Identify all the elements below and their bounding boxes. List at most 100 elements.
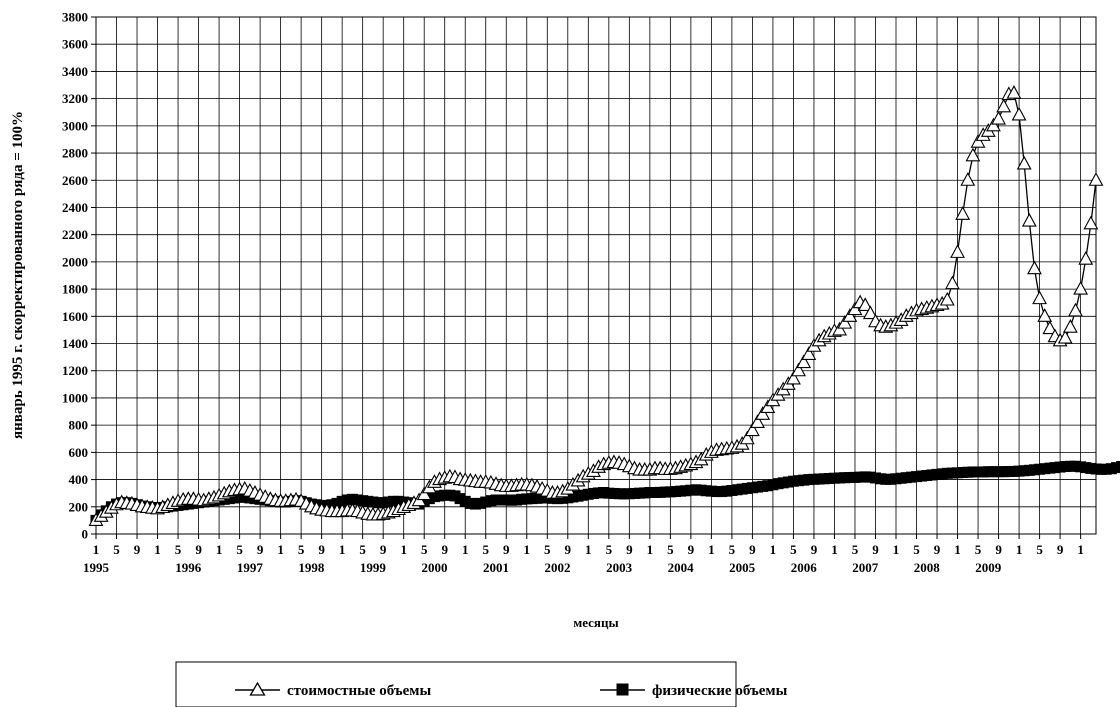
x-tick-label: 5: [729, 542, 736, 557]
x-year-label: 2002: [545, 560, 571, 575]
x-tick-label: 9: [995, 542, 1002, 557]
x-tick-label: 1: [770, 542, 777, 557]
x-tick-label: 1: [400, 542, 407, 557]
x-tick-label: 5: [606, 542, 613, 557]
data-point-physical: [1116, 461, 1120, 473]
x-year-label: 2001: [483, 560, 509, 575]
data-point-value: [970, 134, 986, 148]
data-point-value: [786, 370, 801, 385]
data-point-value: [1073, 280, 1089, 295]
x-tick-label: 5: [298, 542, 305, 557]
x-tick-label: 1: [647, 542, 654, 557]
y-tick-label: 2200: [62, 227, 88, 242]
y-tick-label: 2000: [62, 254, 88, 269]
x-year-label: 1995: [83, 560, 110, 575]
x-tick-label: 9: [257, 542, 264, 557]
x-tick-label: 1: [277, 542, 284, 557]
legend: стоимостные объемы физические объемы: [175, 661, 788, 707]
x-tick-label: 1: [216, 542, 223, 557]
data-point-value: [939, 291, 955, 306]
data-point-value: [416, 486, 432, 501]
x-axis-label: месяцы: [573, 615, 618, 630]
x-tick-label: 1: [954, 542, 961, 557]
data-point-value: [1078, 251, 1094, 265]
x-tick-label: 1: [154, 542, 161, 557]
legend-item-value: стоимостные объемы: [235, 681, 432, 699]
data-point-value: [847, 301, 863, 316]
y-tick-label: 400: [69, 472, 89, 487]
x-tick-label: 5: [421, 542, 428, 557]
data-point-value: [739, 430, 755, 445]
x-tick-label: 9: [749, 542, 756, 557]
x-tick-label: 1: [893, 542, 900, 557]
data-point-value: [744, 422, 760, 437]
x-tick-label: 5: [913, 542, 920, 557]
y-tick-label: 1200: [62, 363, 88, 378]
y-tick-label: 1400: [62, 336, 88, 351]
data-point-value: [996, 98, 1012, 113]
x-tick-label: 5: [667, 542, 674, 557]
x-year-label: 1999: [360, 560, 387, 575]
x-year-label: 2007: [852, 560, 879, 575]
y-tick-label: 800: [69, 418, 89, 433]
x-tick-label: 5: [544, 542, 551, 557]
y-tick-labels: 0 200 400 600 800 1000 1200 1400 1600 1800 2000 220…: [62, 10, 96, 542]
y-tick-label: 1000: [62, 390, 88, 405]
data-point-value: [862, 305, 878, 320]
x-tick-label: 5: [852, 542, 859, 557]
data-point-value: [1083, 215, 1099, 230]
data-point-value: [1011, 106, 1027, 121]
y-tick-label: 3000: [62, 118, 88, 133]
x-tick-label: 1: [831, 542, 838, 557]
data-point-value: [1006, 85, 1022, 99]
data-point-value: [760, 399, 776, 414]
series-value: [88, 85, 1104, 526]
x-tick-label: 9: [195, 542, 202, 557]
data-point-value: [1032, 290, 1048, 305]
x-tick-label: 1: [1077, 542, 1084, 557]
x-tick-label: 1: [1016, 542, 1023, 557]
x-tick-label: 1: [524, 542, 531, 557]
data-point-value: [1057, 329, 1073, 344]
plot-frame: [95, 16, 1097, 535]
x-tick-label: 9: [1057, 542, 1064, 557]
x-year-label: 2006: [791, 560, 818, 575]
x-tick-label: 1: [708, 542, 715, 557]
data-point-value: [1027, 260, 1042, 275]
x-tick-label: 9: [503, 542, 510, 557]
grid-lines: [95, 16, 1096, 535]
x-tick-label: 9: [441, 542, 448, 557]
x-year-label: 2004: [668, 560, 695, 575]
x-tick-label: 5: [1036, 542, 1043, 557]
data-point-value: [755, 406, 771, 420]
data-point-value: [950, 244, 965, 258]
x-tick-label: 1: [93, 542, 100, 557]
x-tick-label: 9: [134, 542, 141, 557]
x-tick-label: 9: [872, 542, 879, 557]
x-tick-label: 5: [113, 542, 120, 557]
data-point-value: [1021, 212, 1037, 227]
y-tick-label: 3400: [62, 64, 88, 79]
x-year-label: 2000: [421, 560, 447, 575]
y-tick-label: 2400: [62, 200, 88, 215]
data-point-value: [842, 308, 858, 322]
data-point-value: [1068, 302, 1083, 317]
y-axis-label: январь 1995 г. скорректированного ряда =…: [10, 111, 26, 439]
data-point-value: [1016, 155, 1032, 170]
x-tick-label: 9: [811, 542, 818, 557]
x-year-label: 2005: [729, 560, 756, 575]
legend-item-physical: физические объемы: [600, 683, 788, 699]
x-year-label: 2008: [914, 560, 941, 575]
data-point-value: [986, 117, 1001, 132]
x-tick-label: 9: [688, 542, 695, 557]
data-point-value: [1062, 319, 1078, 333]
x-tick-label: 5: [482, 542, 489, 557]
data-point-value: [1037, 308, 1053, 322]
legend-box: [175, 661, 737, 707]
x-tick-label: 1: [339, 542, 346, 557]
data-point-value: [944, 275, 960, 290]
x-year-label: 1996: [175, 560, 202, 575]
x-tick-label: 9: [318, 542, 325, 557]
x-tick-label: 9: [380, 542, 387, 557]
